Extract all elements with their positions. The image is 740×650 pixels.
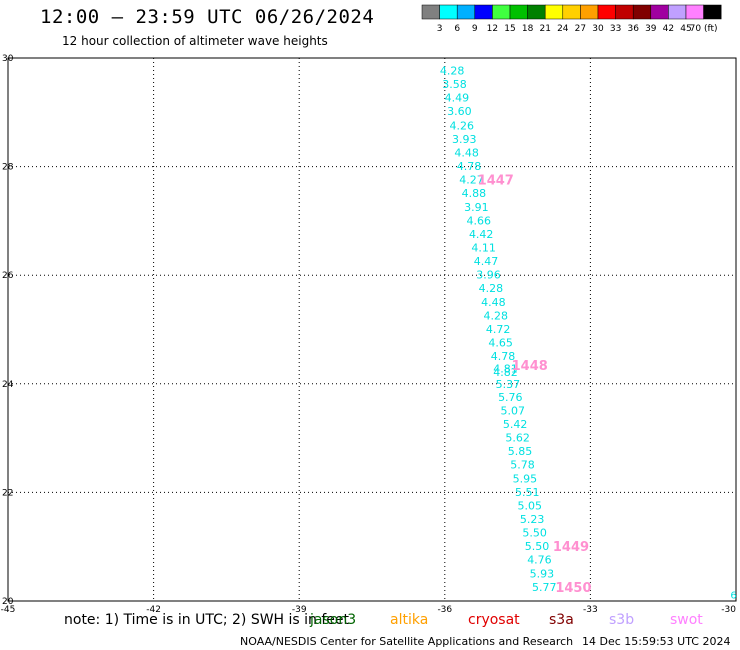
- wave-height-label: 3.58: [442, 78, 467, 91]
- wave-height-label: 4.66: [467, 214, 492, 227]
- wave-height-label: 4.11: [471, 242, 496, 255]
- wave-height-label: 5.05: [517, 499, 542, 512]
- legend-label: 36: [627, 24, 639, 34]
- plot-area: -45 -42 -39 -36 -33 -302022242628304.283.584.…: [1, 54, 737, 612]
- wave-height-label: 5.78: [510, 459, 535, 472]
- plot-frame: [7, 57, 737, 602]
- y-tick-label: 20: [2, 597, 14, 607]
- time-label: 1450: [555, 581, 591, 596]
- y-tick-label: 26: [2, 271, 14, 281]
- mission-cryosat: cryosat: [468, 612, 520, 628]
- time-label: 1448: [512, 359, 548, 374]
- wave-height-label: 4.47: [474, 255, 499, 268]
- x-tick-label: -42: [146, 605, 161, 612]
- x-tick-label: -30: [721, 605, 736, 612]
- legend-label: 18: [522, 24, 534, 34]
- x-tick-label: -45: [1, 605, 16, 612]
- wave-height-label: 4.49: [445, 92, 470, 105]
- wave-height-label: 4.82: [493, 366, 518, 379]
- wave-height-label: 4.26: [450, 119, 475, 132]
- wave-height-label: 5.76: [498, 391, 523, 404]
- legend-label: 6: [454, 24, 460, 34]
- legend-label: 39: [645, 24, 657, 34]
- wave-height-label: 5.23: [520, 513, 545, 526]
- legend-label: 21: [539, 24, 550, 34]
- mission-altika: altika: [390, 612, 429, 628]
- wave-height-label: 5.62: [505, 432, 530, 445]
- wave-height-label: 4.72: [486, 323, 511, 336]
- time-label: 1447: [478, 174, 514, 189]
- mission-s3b: s3b: [609, 612, 635, 628]
- wave-height-label: 4.88: [462, 187, 487, 200]
- edge-value-label: 6: [730, 590, 736, 601]
- wave-height-label: 5.77: [532, 581, 557, 594]
- y-tick-label: 24: [2, 380, 14, 390]
- note-text: note: 1) Time is in UTC; 2) SWH is in fe…: [64, 612, 349, 628]
- chart-title: 12:00 – 23:59 UTC 06/26/2024: [40, 6, 375, 28]
- time-label: 1449: [553, 540, 589, 555]
- x-tick-label: -39: [292, 605, 307, 612]
- wave-height-label: 5.50: [522, 527, 547, 540]
- x-tick-label: -33: [583, 605, 598, 612]
- y-tick-label: 30: [2, 54, 14, 64]
- wave-height-label: 5.07: [500, 404, 525, 417]
- mission-jason3: jason3: [310, 612, 357, 628]
- legend-label: 27: [575, 24, 586, 34]
- y-tick-label: 28: [2, 163, 14, 173]
- legend-label: 12: [487, 24, 498, 34]
- wave-height-label: 4.76: [527, 554, 552, 567]
- mission-swot: swot: [670, 612, 703, 628]
- legend-label: 42: [663, 24, 674, 34]
- wave-height-label: 5.85: [508, 445, 533, 458]
- wave-height-label: 4.65: [488, 337, 513, 350]
- wave-height-label: 4.48: [454, 146, 479, 159]
- wave-height-label: 5.42: [503, 418, 528, 431]
- wave-height-label: 5.37: [496, 378, 521, 391]
- legend-label: 70 (ft): [690, 24, 718, 34]
- wave-height-label: 5.95: [513, 472, 538, 485]
- footer-timestamp: 14 Dec 15:59:53 UTC 2024: [582, 635, 731, 648]
- wave-height-label: 3.93: [452, 133, 477, 146]
- wave-height-label: 4.48: [481, 296, 506, 309]
- wave-height-label: 4.28: [440, 64, 465, 77]
- wave-height-label: 3.91: [464, 201, 489, 214]
- wave-height-label: 4.27: [459, 174, 484, 187]
- chart-subtitle: 12 hour collection of altimeter wave hei…: [62, 34, 328, 48]
- wave-height-label: 4.28: [479, 282, 504, 295]
- legend-label: 3: [437, 24, 443, 34]
- legend-label: 30: [592, 24, 604, 34]
- mission-s3a: s3a: [549, 612, 574, 628]
- wave-height-label: 4.42: [469, 228, 494, 241]
- legend-swatch: [703, 4, 722, 20]
- wave-height-label: 3.60: [447, 105, 472, 118]
- wave-height-label: 5.51: [515, 486, 540, 499]
- wave-height-label: 4.81: [493, 363, 518, 376]
- note-label: note: 1) Time is in UTC; 2) SWH is in fe…: [64, 612, 350, 628]
- legend-label: 33: [610, 24, 621, 34]
- wave-height-label: 5.50: [525, 540, 550, 553]
- legend-label: 9: [472, 24, 478, 34]
- wave-height-label: 3.96: [476, 269, 501, 282]
- legend-label: 45: [680, 24, 691, 34]
- wave-height-label: 4.28: [484, 309, 509, 322]
- wave-height-label: 4.78: [457, 160, 482, 173]
- wave-height-label: 4.78: [491, 350, 516, 363]
- wave-height-label: 5.93: [530, 567, 555, 580]
- legend-label: 24: [557, 24, 569, 34]
- x-tick-label: -36: [437, 605, 452, 612]
- y-tick-label: 22: [2, 488, 13, 498]
- legend-label: 15: [504, 24, 515, 34]
- footer-credit: NOAA/NESDIS Center for Satellite Applica…: [240, 635, 574, 648]
